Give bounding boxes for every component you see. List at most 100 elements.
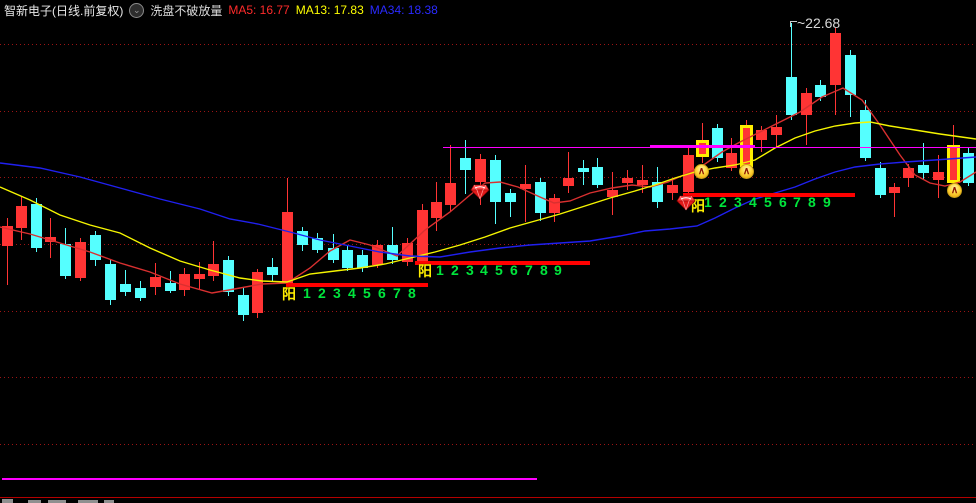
candle-body[interactable] bbox=[60, 244, 71, 276]
candle-body[interactable] bbox=[563, 178, 574, 186]
panel-divider bbox=[0, 497, 976, 498]
count-number: 1 bbox=[303, 285, 311, 301]
candle-body[interactable] bbox=[786, 77, 797, 115]
candle-body[interactable] bbox=[771, 127, 782, 135]
candle-body-highlighted[interactable] bbox=[947, 145, 960, 183]
candle-body[interactable] bbox=[963, 153, 974, 183]
candle-body[interactable] bbox=[490, 160, 501, 202]
candle-body[interactable] bbox=[756, 130, 767, 140]
candle-body[interactable] bbox=[801, 93, 812, 115]
candle-body[interactable] bbox=[16, 206, 27, 228]
count-number: 8 bbox=[408, 285, 416, 301]
clipped-text-fragment bbox=[48, 500, 66, 503]
count-number: 4 bbox=[749, 194, 757, 210]
ruby-gem-icon bbox=[470, 184, 490, 200]
candle-body[interactable] bbox=[105, 264, 116, 300]
bottom-magenta-line bbox=[2, 478, 537, 480]
candle-body[interactable] bbox=[860, 110, 871, 158]
candle-body[interactable] bbox=[342, 250, 353, 268]
count-number: 2 bbox=[451, 262, 459, 278]
candle-body[interactable] bbox=[875, 168, 886, 195]
candle-body[interactable] bbox=[445, 183, 456, 205]
candle-body[interactable] bbox=[815, 85, 826, 97]
clipped-text-fragment bbox=[28, 500, 41, 503]
gold-coin-up-icon: ∧ bbox=[694, 164, 709, 179]
candle-body[interactable] bbox=[520, 184, 531, 189]
candle-body[interactable] bbox=[592, 167, 603, 185]
candle-body[interactable] bbox=[165, 283, 176, 291]
count-number: 8 bbox=[540, 262, 548, 278]
candle-wick bbox=[525, 165, 526, 222]
candle-wick bbox=[568, 152, 569, 193]
count-number: 9 bbox=[554, 262, 562, 278]
candle-body[interactable] bbox=[417, 210, 428, 262]
candle-body-highlighted[interactable] bbox=[696, 140, 709, 157]
candle-body[interactable] bbox=[150, 277, 161, 287]
candle-body[interactable] bbox=[830, 33, 841, 85]
candle-body[interactable] bbox=[252, 272, 263, 313]
candlestick-chart[interactable]: 阳 1 2 3 4 5 6 7 8 阳 1 2 3 4 5 6 7 8 9 阳 1 2 3 4 5 6 7 8 9 ∧ ∧ ∧ ~22.68 bbox=[0, 16, 976, 497]
candle-body[interactable] bbox=[726, 153, 737, 168]
candle-body[interactable] bbox=[282, 212, 293, 283]
candle-body[interactable] bbox=[578, 168, 589, 172]
candle-body[interactable] bbox=[387, 245, 398, 260]
ma34-readout: MA34: 18.38 bbox=[369, 3, 438, 17]
candle-body[interactable] bbox=[357, 255, 368, 268]
candle-body[interactable] bbox=[328, 248, 339, 260]
ma-line-ma34 bbox=[0, 156, 976, 258]
candle-body[interactable] bbox=[194, 274, 205, 279]
candle-body[interactable] bbox=[845, 55, 856, 95]
candle-body[interactable] bbox=[120, 284, 131, 292]
candle-body[interactable] bbox=[402, 243, 413, 262]
count-number: 2 bbox=[719, 194, 727, 210]
candle-body[interactable] bbox=[505, 193, 516, 202]
candle-body[interactable] bbox=[667, 185, 678, 193]
count-number: 1 bbox=[436, 262, 444, 278]
grid-line bbox=[0, 111, 976, 112]
clipped-text-fragment bbox=[104, 500, 114, 503]
count-number: 5 bbox=[363, 285, 371, 301]
candle-body[interactable] bbox=[622, 178, 633, 183]
candle-body[interactable] bbox=[135, 288, 146, 298]
candle-body[interactable] bbox=[431, 202, 442, 218]
candle-body[interactable] bbox=[297, 231, 308, 245]
candle-body[interactable] bbox=[903, 168, 914, 178]
candle-body[interactable] bbox=[652, 182, 663, 202]
candle-body[interactable] bbox=[607, 190, 618, 197]
indicator-name[interactable]: 洗盘不破放量 bbox=[150, 3, 223, 18]
candle-body[interactable] bbox=[933, 172, 944, 180]
peak-price-label: ~22.68 bbox=[797, 15, 841, 31]
candle-body[interactable] bbox=[238, 295, 249, 315]
ma-lines-layer bbox=[0, 87, 976, 294]
candle-body[interactable] bbox=[179, 274, 190, 290]
stock-title: 智新电子(日线.前复权) bbox=[4, 3, 124, 18]
grid-line bbox=[0, 177, 976, 178]
candle-body[interactable] bbox=[372, 245, 383, 265]
count-number: 3 bbox=[734, 194, 742, 210]
count-number: 5 bbox=[764, 194, 772, 210]
candle-body[interactable] bbox=[918, 165, 929, 173]
gold-coin-up-icon: ∧ bbox=[739, 164, 754, 179]
candle-wick bbox=[583, 160, 584, 185]
candle-body[interactable] bbox=[475, 159, 486, 182]
candle-body[interactable] bbox=[2, 226, 13, 246]
candle-body[interactable] bbox=[31, 204, 42, 248]
candle-body[interactable] bbox=[637, 180, 648, 185]
candle-body[interactable] bbox=[889, 187, 900, 193]
count-number: 4 bbox=[348, 285, 356, 301]
chevron-down-icon[interactable]: ⌄ bbox=[129, 2, 145, 18]
candle-wick bbox=[923, 143, 924, 180]
magenta-level-line bbox=[650, 145, 755, 148]
peak-anchor-mark bbox=[790, 21, 797, 27]
candle-body[interactable] bbox=[90, 235, 101, 260]
candle-body[interactable] bbox=[549, 198, 560, 213]
candle-body[interactable] bbox=[712, 128, 723, 158]
ruby-gem-icon bbox=[676, 195, 696, 211]
candle-body[interactable] bbox=[267, 267, 278, 275]
candle-body[interactable] bbox=[460, 158, 471, 170]
candle-body[interactable] bbox=[208, 264, 219, 276]
candle-body[interactable] bbox=[75, 242, 86, 278]
candle-body[interactable] bbox=[312, 238, 323, 250]
candle-body[interactable] bbox=[223, 260, 234, 292]
clipped-text-fragment bbox=[2, 499, 13, 503]
